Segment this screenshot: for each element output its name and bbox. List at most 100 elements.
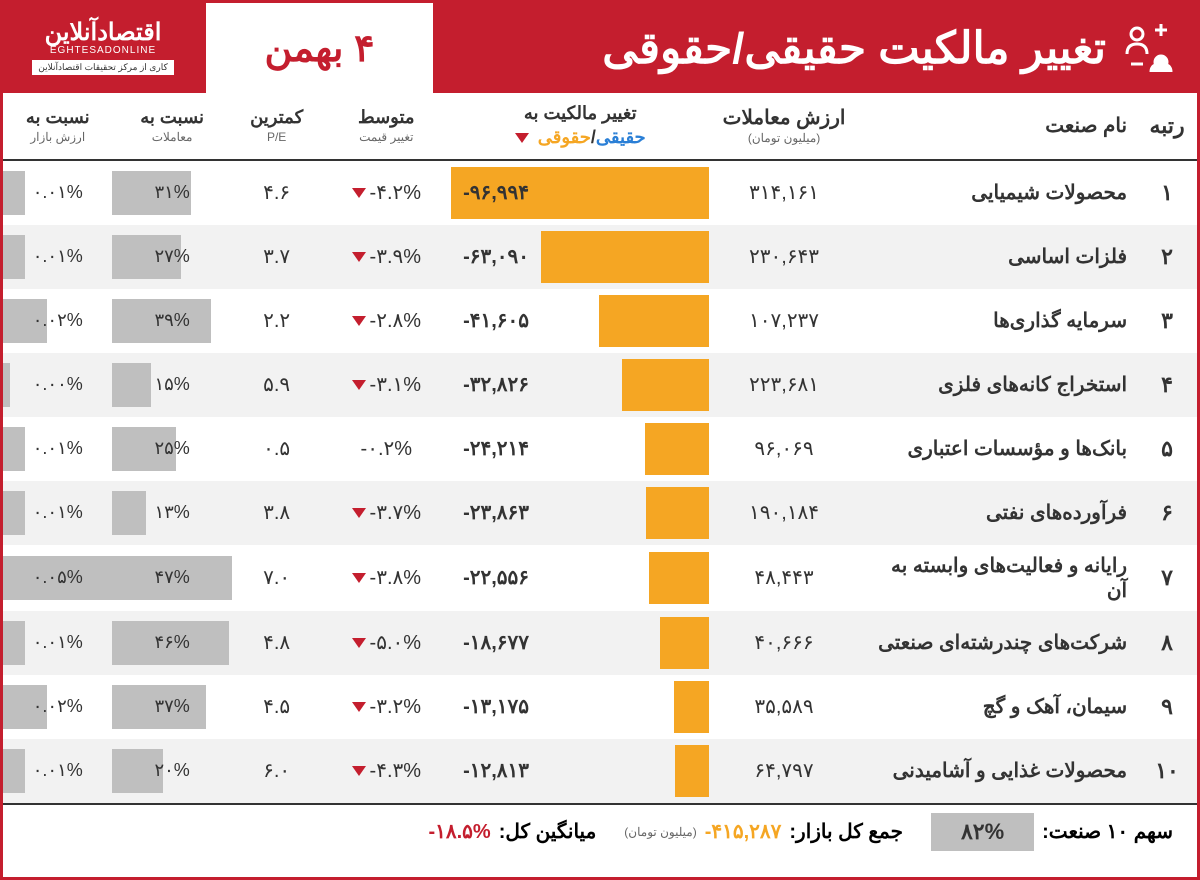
triangle-down-icon <box>352 316 366 326</box>
market-bar <box>3 621 25 665</box>
cell-avg: -۳.۷% <box>322 481 452 545</box>
cell-rank: ۷ <box>1137 545 1197 611</box>
footer-share-label: سهم ۱۰ صنعت: <box>1042 819 1173 844</box>
cell-trade: ۴۷% <box>112 545 231 611</box>
table-row: ۲فلزات اساسی۲۳۰,۶۴۳-۶۳,۰۹۰-۳.۹%۳.۷۲۷%۰.۰… <box>3 225 1197 289</box>
change-value: -۲۴,۲۱۴ <box>451 436 709 461</box>
table-row: ۸شرکت‌های چندرشته‌ای صنعتی۴۰,۶۶۶-۱۸,۶۷۷-… <box>3 611 1197 675</box>
footer-total-sub: (میلیون تومان) <box>624 825 696 839</box>
cell-trade: ۱۳% <box>112 481 231 545</box>
cell-pe: ۳.۷ <box>232 225 322 289</box>
cell-name: محصولات غذایی و آشامیدنی <box>859 739 1137 803</box>
cell-rank: ۴ <box>1137 353 1197 417</box>
cell-rank: ۹ <box>1137 675 1197 739</box>
cell-rank: ۱۰ <box>1137 739 1197 803</box>
cell-pe: ۲.۲ <box>232 289 322 353</box>
table-wrap: رتبه نام صنعت ارزش معاملات (میلیون تومان… <box>3 93 1197 803</box>
table-row: ۴استخراج کانه‌های فلزی۲۲۳,۶۸۱-۳۲,۸۲۶-۳.۱… <box>3 353 1197 417</box>
triangle-down-icon <box>352 573 366 583</box>
table-row: ۷رایانه و فعالیت‌های وابسته به آن۴۸,۴۴۳-… <box>3 545 1197 611</box>
triangle-down-icon <box>352 252 366 262</box>
cell-change: -۲۲,۵۵۶ <box>451 545 709 611</box>
cell-market: ۰.۰۱% <box>3 481 112 545</box>
cell-change: -۳۲,۸۲۶ <box>451 353 709 417</box>
footer: سهم ۱۰ صنعت: ۸۲% جمع کل بازار: -۴۱۵,۲۸۷ … <box>3 803 1197 859</box>
footer-share-badge: ۸۲% <box>931 813 1034 851</box>
cell-change: -۴۱,۶۰۵ <box>451 289 709 353</box>
cell-market: ۰.۰۱% <box>3 739 112 803</box>
market-bar <box>3 235 25 279</box>
cell-value: ۶۴,۷۹۷ <box>709 739 858 803</box>
cell-rank: ۶ <box>1137 481 1197 545</box>
cell-trade: ۳۹% <box>112 289 231 353</box>
cell-change: -۹۶,۹۹۴ <box>451 160 709 225</box>
cell-market: ۰.۰۱% <box>3 611 112 675</box>
cell-avg: -۲.۸% <box>322 289 452 353</box>
th-avg: متوسط تغییر قیمت <box>322 93 452 160</box>
cell-avg: -۴.۳% <box>322 739 452 803</box>
triangle-down-icon <box>352 766 366 776</box>
table-body: ۱محصولات شیمیایی۳۱۴,۱۶۱-۹۶,۹۹۴-۴.۲%۴.۶۳۱… <box>3 160 1197 803</box>
change-value: -۹۶,۹۹۴ <box>451 180 709 205</box>
cell-market: ۰.۰۵% <box>3 545 112 611</box>
cell-value: ۲۲۳,۶۸۱ <box>709 353 858 417</box>
cell-change: -۲۳,۸۶۳ <box>451 481 709 545</box>
cell-change: -۱۲,۸۱۳ <box>451 739 709 803</box>
cell-avg: -۳.۹% <box>322 225 452 289</box>
cell-rank: ۱ <box>1137 160 1197 225</box>
change-value: -۳۲,۸۲۶ <box>451 372 709 397</box>
cell-avg: -۵.۰% <box>322 611 452 675</box>
change-value: -۱۸,۶۷۷ <box>451 630 709 655</box>
th-rank: رتبه <box>1137 93 1197 160</box>
change-value: -۶۳,۰۹۰ <box>451 244 709 269</box>
cell-name: فرآورده‌های نفتی <box>859 481 1137 545</box>
market-bar <box>3 427 25 471</box>
cell-trade: ۱۵% <box>112 353 231 417</box>
table-row: ۵بانک‌ها و مؤسسات اعتباری۹۶,۰۶۹-۲۴,۲۱۴-۰… <box>3 417 1197 481</box>
header-title-block: تغییر مالکیت حقیقی/حقوقی <box>433 3 1197 93</box>
brand-logo: اقتصادآنلاین EGHTESADONLINE کاری از مرکز… <box>3 3 203 93</box>
trade-bar <box>112 363 150 407</box>
cell-market: ۰.۰۰% <box>3 353 112 417</box>
triangle-down-icon <box>352 380 366 390</box>
market-bar <box>3 749 25 793</box>
cell-avg: -۳.۲% <box>322 675 452 739</box>
footer-avg: میانگین کل: -۱۸.۵% <box>414 819 610 844</box>
th-change: تغییر مالکیت به حقیقی/حقوقی <box>451 93 709 160</box>
cell-value: ۴۸,۴۴۳ <box>709 545 858 611</box>
cell-rank: ۵ <box>1137 417 1197 481</box>
cell-pe: ۳.۸ <box>232 481 322 545</box>
chart-container: تغییر مالکیت حقیقی/حقوقی ۴ بهمن اقتصادآن… <box>0 0 1200 880</box>
cell-market: ۰.۰۲% <box>3 289 112 353</box>
page-title: تغییر مالکیت حقیقی/حقوقی <box>602 23 1106 74</box>
header: تغییر مالکیت حقیقی/حقوقی ۴ بهمن اقتصادآن… <box>3 3 1197 93</box>
cell-name: استخراج کانه‌های فلزی <box>859 353 1137 417</box>
cell-change: -۱۸,۶۷۷ <box>451 611 709 675</box>
cell-pe: ۴.۸ <box>232 611 322 675</box>
cell-value: ۲۳۰,۶۴۳ <box>709 225 858 289</box>
triangle-down-icon <box>352 188 366 198</box>
cell-rank: ۲ <box>1137 225 1197 289</box>
cell-market: ۰.۰۱% <box>3 160 112 225</box>
cell-market: ۰.۰۱% <box>3 417 112 481</box>
cell-value: ۴۰,۶۶۶ <box>709 611 858 675</box>
cell-value: ۱۰۷,۲۳۷ <box>709 289 858 353</box>
change-value: -۱۲,۸۱۳ <box>451 758 709 783</box>
change-value: -۲۲,۵۵۶ <box>451 565 709 590</box>
change-value: -۴۱,۶۰۵ <box>451 308 709 333</box>
th-market: نسبت به ارزش بازار <box>3 93 112 160</box>
cell-pe: ۰.۵ <box>232 417 322 481</box>
change-value: -۲۳,۸۶۳ <box>451 500 709 525</box>
th-pe: کمترین P/E <box>232 93 322 160</box>
cell-change: -۶۳,۰۹۰ <box>451 225 709 289</box>
cell-trade: ۳۷% <box>112 675 231 739</box>
triangle-down-icon <box>352 508 366 518</box>
cell-pe: ۴.۵ <box>232 675 322 739</box>
cell-name: فلزات اساسی <box>859 225 1137 289</box>
market-bar <box>3 491 25 535</box>
cell-value: ۹۶,۰۶۹ <box>709 417 858 481</box>
triangle-down-icon <box>352 638 366 648</box>
cell-name: سرمایه گذاری‌ها <box>859 289 1137 353</box>
th-name: نام صنعت <box>859 93 1137 160</box>
triangle-down-icon <box>515 133 529 143</box>
